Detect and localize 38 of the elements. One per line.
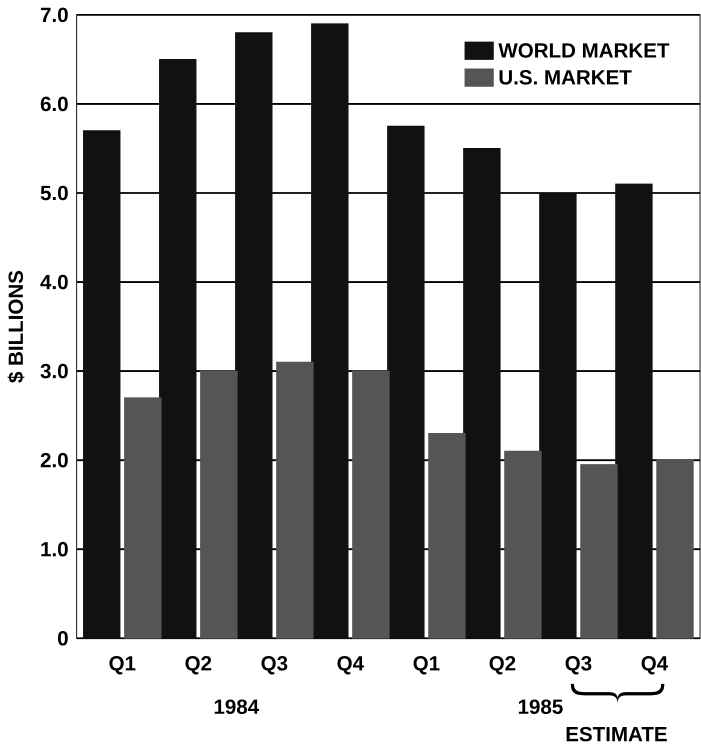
x-tick-label: Q2: [490, 656, 516, 674]
text: 1985: [518, 699, 563, 714]
bar: [463, 148, 501, 639]
y-tick-label: 7.0: [40, 8, 68, 22]
x-tick-label: Q4: [642, 656, 668, 674]
x-tick-label: Q3: [566, 656, 592, 674]
bar: [615, 184, 653, 639]
bar: [656, 460, 694, 639]
legend-label: U.S. MARKET: [500, 70, 632, 85]
x-tick-label: Q2: [185, 656, 212, 674]
bar: [352, 370, 390, 639]
bar: [159, 58, 196, 639]
bar: [428, 432, 466, 639]
y-tick-label: 6.0: [40, 96, 68, 112]
text: 1984: [214, 699, 260, 714]
bar: [580, 464, 618, 639]
y-tick-label: 0: [58, 630, 68, 646]
bar: [83, 130, 120, 639]
bar: [539, 192, 577, 639]
y-tick-label: 4.0: [40, 274, 68, 290]
bar: [387, 126, 425, 639]
bar: [504, 450, 542, 639]
y-tick-label: 5.0: [40, 186, 68, 200]
x-tick-label: Q1: [414, 656, 440, 674]
bar: [235, 32, 273, 639]
y-tick-label: 3.0: [40, 364, 68, 378]
x-tick-label: Q1: [109, 656, 136, 674]
bar: [311, 23, 349, 639]
y-tick-label: 2.0: [40, 452, 68, 468]
legend-label: WORLD MARKET: [498, 43, 670, 58]
bar: [200, 370, 238, 639]
x-tick-label: Q3: [262, 656, 288, 674]
y-axis-title: $ BILLIONS: [8, 270, 24, 383]
y-tick-label: 1.0: [41, 542, 68, 556]
bar: [124, 397, 162, 639]
x-tick-label: Q4: [338, 656, 364, 674]
bar: [276, 362, 314, 639]
text: ESTIMATE: [566, 726, 667, 742]
